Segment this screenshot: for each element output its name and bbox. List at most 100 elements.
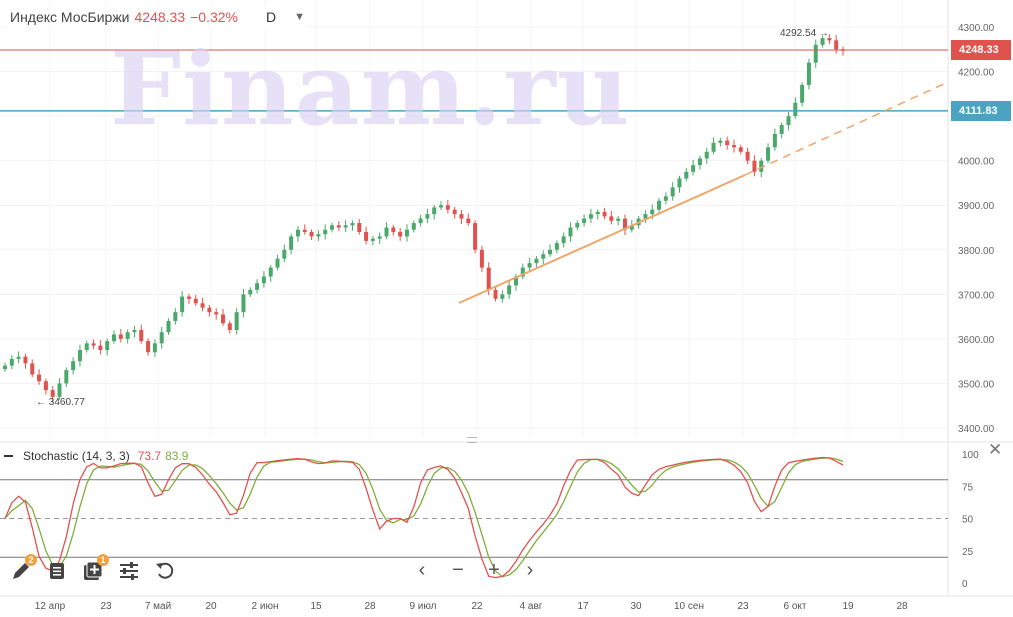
candle-body <box>595 211 600 215</box>
candle-body <box>609 216 614 221</box>
candle-body <box>343 225 348 228</box>
stoch-tick-label: 0 <box>962 579 968 590</box>
candle-body <box>466 218 471 224</box>
candle-body <box>159 332 164 344</box>
candle-body <box>779 125 784 134</box>
candle-body <box>77 350 82 362</box>
candle-body <box>500 294 505 299</box>
trendlines: 4292.54 → ← 3460.77 <box>0 28 949 408</box>
candle-body <box>350 223 355 226</box>
candle-body <box>834 40 839 50</box>
candle-body <box>302 229 307 232</box>
candle-body <box>309 231 314 237</box>
candle-body <box>391 227 396 232</box>
candle-body <box>370 238 375 241</box>
candle-body <box>820 38 825 45</box>
candle-body <box>622 218 627 230</box>
candle-body <box>248 289 253 295</box>
time-axis: 12 апр 23 7 май 20 2 июн 15 28 9 июл 22 4 авг 17 30… <box>0 595 1013 612</box>
candle-body <box>663 196 668 201</box>
candle-body <box>221 314 226 324</box>
pane-resize-handle[interactable] <box>467 437 477 443</box>
scroll-right-button[interactable]: › <box>518 558 542 582</box>
time-tick-label: 9 июл <box>409 601 436 612</box>
undo-icon <box>156 562 174 579</box>
time-tick-label: 12 апр <box>35 601 66 612</box>
candle-body <box>91 343 96 346</box>
time-tick-label: 6 окт <box>784 601 807 612</box>
zoom-out-button[interactable]: − <box>446 558 470 582</box>
candle-body <box>568 227 573 237</box>
candle-body <box>404 229 409 237</box>
candle-body <box>493 289 498 299</box>
candle-body <box>425 214 430 219</box>
candle-body <box>234 312 239 330</box>
candle-body <box>193 298 198 304</box>
candle-body <box>548 249 553 255</box>
notes-button[interactable] <box>44 558 70 584</box>
stochastic-label[interactable]: Stochastic (14, 3, 3) <box>23 449 130 463</box>
candle-body <box>432 207 437 215</box>
low-annotation: ← 3460.77 <box>36 397 85 408</box>
stochastic-k-value: 73.7 <box>137 449 162 463</box>
scroll-left-button[interactable]: ‹ <box>410 558 434 582</box>
candle-body <box>711 142 716 152</box>
time-tick-label: 20 <box>205 601 217 612</box>
chevron-down-icon[interactable]: ▼ <box>294 11 306 23</box>
candle-body <box>146 341 151 353</box>
stoch-tick-label: 100 <box>962 450 979 461</box>
zoom-in-button[interactable]: + <box>482 558 506 582</box>
time-tick-label: 28 <box>364 601 376 612</box>
candle-body <box>261 276 266 284</box>
stochastic-pane: 100 75 50 25 0 <box>0 450 979 590</box>
candle-body <box>37 374 42 382</box>
trendline <box>458 174 746 304</box>
candle-body <box>207 307 212 313</box>
settings-button[interactable] <box>116 558 142 584</box>
candle-body <box>813 44 818 63</box>
candle-body <box>479 249 484 268</box>
stoch-tick-label: 50 <box>962 515 974 526</box>
interval-selector[interactable]: D <box>266 9 277 25</box>
candle-body <box>173 312 178 322</box>
chevron-left-icon: ‹ <box>418 558 426 581</box>
stoch-d-line <box>4 457 844 578</box>
time-tick-label: 2 июн <box>252 601 279 612</box>
candle-body <box>364 231 369 241</box>
symbol-title[interactable]: Индекс МосБиржи <box>10 9 130 25</box>
candle-body <box>793 102 798 117</box>
layers-badge: 1 <box>97 554 109 566</box>
candle-body <box>282 249 287 259</box>
collapse-icon[interactable] <box>4 455 13 457</box>
draw-tools-button[interactable]: 2 <box>8 554 37 584</box>
candle-body <box>214 312 219 315</box>
candle-body <box>629 225 634 230</box>
close-icon[interactable]: ✕ <box>988 440 1003 459</box>
candle-body <box>507 285 512 295</box>
candle-body <box>227 323 232 330</box>
candle-body <box>50 390 55 397</box>
candle-body <box>118 334 123 339</box>
candle-body <box>582 218 587 224</box>
candle-body <box>295 229 300 237</box>
candle-body <box>697 158 702 166</box>
candle-body <box>684 171 689 179</box>
add-indicator-button[interactable]: 1 <box>80 554 109 584</box>
plus-icon: + <box>488 558 500 581</box>
stochastic-legend: Stochastic (14, 3, 3) 73.7 83.9 <box>4 449 188 463</box>
price-change: −0.32% <box>190 9 238 25</box>
drawing-toolbar: 2 1 <box>8 554 178 584</box>
candle-body <box>806 62 811 85</box>
candle-body <box>602 211 607 217</box>
candle-body <box>473 223 478 250</box>
candle-body <box>452 209 457 215</box>
candle-body <box>718 140 723 143</box>
high-annotation: 4292.54 → <box>780 28 829 39</box>
candle-body <box>289 236 294 250</box>
undo-button[interactable] <box>152 558 178 584</box>
price-axis: 4300.004200.004100.004000.003900.003800.… <box>958 23 995 435</box>
candle-body <box>275 258 280 268</box>
candle-body <box>513 276 518 286</box>
navigation-controls: ‹ − + › <box>410 558 542 582</box>
